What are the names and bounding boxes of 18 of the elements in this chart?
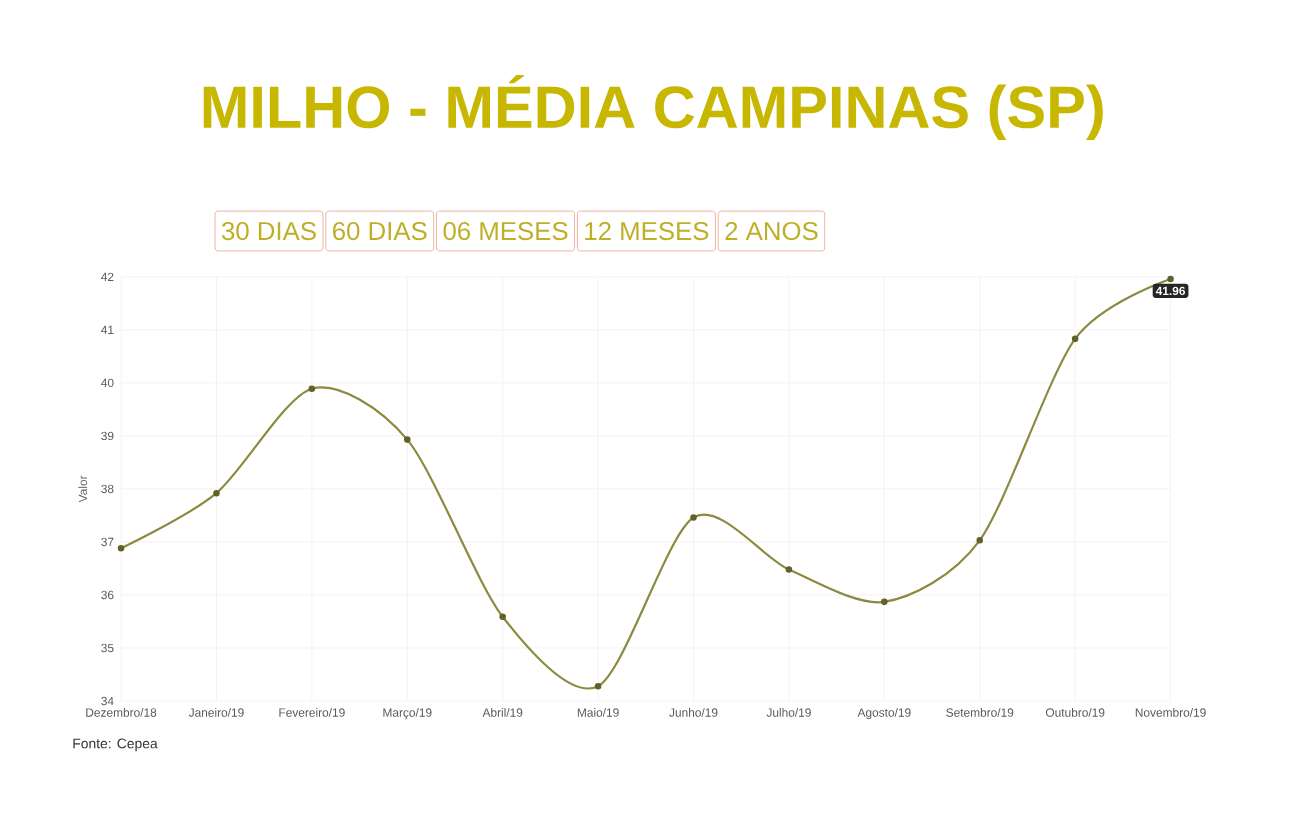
- point: [499, 613, 506, 620]
- point: [117, 544, 125, 552]
- point: [976, 536, 984, 544]
- point: [881, 598, 888, 605]
- point: [1071, 335, 1079, 342]
- point: [308, 385, 316, 392]
- text: 2 ANOS: [725, 221, 818, 240]
- point: [404, 436, 411, 443]
- point: [594, 682, 602, 690]
- text: 60 DIAS: [333, 221, 427, 240]
- point: [213, 489, 220, 497]
- point: [1167, 275, 1174, 282]
- text: 06 MESES: [443, 221, 568, 240]
- point: [785, 566, 793, 573]
- chart-title: MILHO - MÉDIA CAMPINAS (SP): [203, 74, 1103, 140]
- text: 12 MESES: [585, 221, 709, 240]
- text: 30 DIAS: [221, 221, 316, 240]
- point: [690, 514, 697, 521]
